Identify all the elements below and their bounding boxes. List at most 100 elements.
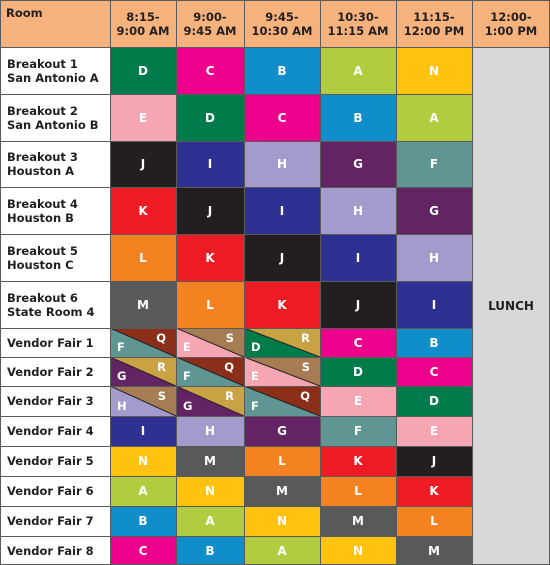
session-cell: J [320, 281, 396, 328]
grid-line-horizontal [0, 328, 472, 329]
split-diagonal [244, 357, 320, 386]
text-line: 1:00 PM [484, 23, 538, 38]
session-cell: N [176, 476, 244, 506]
time-slot-label: 8:15- 9:00 AM [117, 10, 170, 38]
room-name: Vendor Fair 4 [0, 416, 110, 446]
room-name: Breakout 2 San Antonio B [0, 94, 110, 141]
split-cell-graphic [176, 386, 244, 416]
session-cell: C [244, 94, 320, 141]
session-letter-lower: G [117, 369, 127, 383]
session-letter-upper: S [157, 389, 166, 403]
room-name: Breakout 3 Houston A [0, 141, 110, 187]
session-cell: M [244, 476, 320, 506]
grid-line-horizontal [0, 141, 472, 142]
session-cell: K [176, 234, 244, 281]
text-line: 12:00- [490, 9, 532, 24]
session-cell: F [320, 416, 396, 446]
split-cell-graphic [110, 328, 176, 357]
grid-line-vertical [244, 0, 245, 565]
split-diagonal [176, 386, 244, 416]
session-cell: L [244, 446, 320, 476]
session-cell: I [320, 234, 396, 281]
text-line: San Antonio A [7, 70, 99, 85]
session-cell: J [244, 234, 320, 281]
session-cell: I [396, 281, 472, 328]
session-cell: H [396, 234, 472, 281]
text-line: Houston A [7, 164, 75, 178]
session-letter-lower: E [183, 340, 191, 354]
session-cell: A [176, 506, 244, 536]
session-cell: N [110, 446, 176, 476]
session-cell: N [244, 506, 320, 536]
split-cell-graphic [176, 357, 244, 386]
session-cell: L [396, 506, 472, 536]
header-time-slot: 12:00- 1:00 PM [472, 0, 550, 47]
session-cell: B [320, 94, 396, 141]
session-cell: K [320, 446, 396, 476]
split-cell-graphic [110, 386, 176, 416]
session-cell: D [320, 357, 396, 386]
session-cell: M [396, 536, 472, 565]
split-diagonal [244, 328, 320, 357]
grid-line-vertical [320, 0, 321, 565]
grid-line-vertical [176, 0, 177, 565]
grid-line-horizontal [0, 446, 472, 447]
time-slot-label: 9:45- 10:30 AM [252, 10, 313, 38]
room-name: Vendor Fair 1 [0, 328, 110, 357]
room-name: Breakout 1 San Antonio A [0, 47, 110, 94]
header-time-slot: 8:15- 9:00 AM [110, 0, 176, 47]
session-letter-lower: E [251, 369, 259, 383]
session-cell: J [396, 446, 472, 476]
grid-line-vertical [0, 0, 1, 565]
session-cell: B [396, 328, 472, 357]
session-letter-upper: Q [156, 331, 166, 345]
session-cell: D [396, 386, 472, 416]
session-cell: K [244, 281, 320, 328]
split-cell-graphic [176, 328, 244, 357]
session-letter-lower: G [183, 399, 193, 413]
time-slot-label: 9:00- 9:45 AM [184, 10, 237, 38]
grid-line-horizontal [0, 536, 472, 537]
text-line: 12:00 PM [403, 23, 465, 38]
session-letter-upper: S [301, 360, 310, 374]
header-time-slot: 11:15- 12:00 PM [396, 0, 472, 47]
session-cell: J [110, 141, 176, 187]
session-letter-upper: S [225, 331, 234, 345]
session-cell: N [320, 536, 396, 565]
session-cell: A [244, 536, 320, 565]
session-cell: D [176, 94, 244, 141]
text-line: Breakout 6 [7, 290, 78, 305]
room-name: Vendor Fair 7 [0, 506, 110, 536]
session-cell: K [396, 476, 472, 506]
session-cell: G [396, 187, 472, 234]
text-line: Vendor Fair 7 [7, 514, 94, 528]
text-line: 10:30 AM [251, 23, 313, 38]
text-line: State Room 4 [7, 304, 95, 319]
text-line: 9:00 AM [116, 23, 170, 38]
lunch-block: LUNCH [472, 47, 550, 565]
grid-line-vertical [396, 0, 397, 565]
room-name: Breakout 6 State Room 4 [0, 281, 110, 328]
split-diagonal [176, 357, 244, 386]
grid-line-horizontal [0, 357, 472, 358]
text-line: 8:15- [126, 9, 160, 24]
session-cell: L [320, 476, 396, 506]
split-diagonal [176, 328, 244, 357]
text-line: 9:45 AM [183, 23, 237, 38]
session-cell: K [110, 187, 176, 234]
session-cell: B [244, 47, 320, 94]
grid-line-vertical [110, 0, 111, 565]
time-slot-label: 11:15- 12:00 PM [404, 10, 464, 38]
session-letter-lower: F [183, 369, 191, 383]
text-line: Vendor Fair 4 [7, 424, 94, 438]
text-line: Houston B [7, 210, 74, 225]
grid-line-horizontal [0, 94, 472, 95]
session-cell: B [110, 506, 176, 536]
text-line: 11:15- [413, 9, 455, 24]
